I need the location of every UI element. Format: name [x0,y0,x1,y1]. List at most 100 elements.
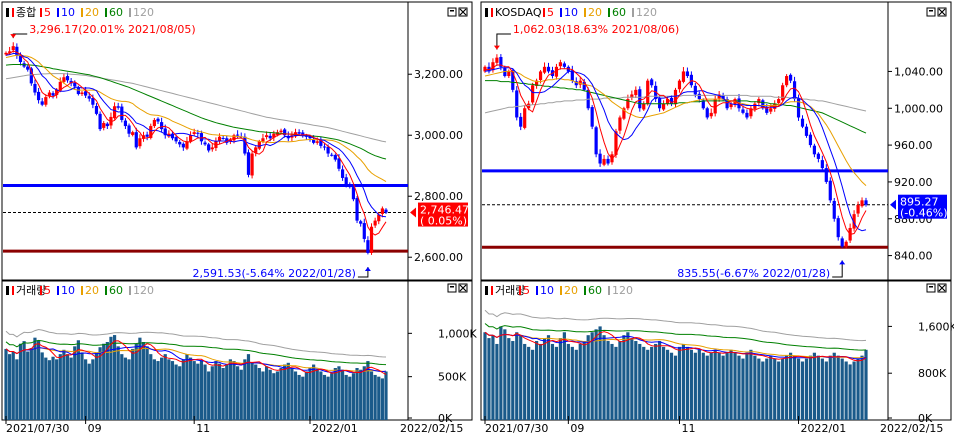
panel0-candle-body-38 [141,135,146,139]
panel0-volume-bar-63 [232,361,236,420]
panel0-volume-bar-34 [127,359,131,420]
panel0-vol-legend-label-1: 5 [44,284,51,297]
panel1-volume-bar-50 [681,343,686,420]
panel0-volume-bar-78 [286,362,290,420]
panel0-candle-body-42 [156,118,160,122]
panel1-candle-body-66 [745,112,749,118]
panel1-candle-body-72 [769,108,773,112]
panel1-legend-swatch-1 [543,8,545,17]
panel1-candle-body-70 [761,100,765,109]
panel0-candle-body-37 [138,138,142,147]
panel1-vol-ytick-label-0: 1,600K [918,320,954,333]
panel0-price-maximize-icon-glyph [450,10,454,12]
panel0-candle-body-93 [340,169,345,178]
panel1-candle-body-52 [689,74,693,86]
panel0-candle-body-43 [160,122,164,130]
panel1-legend-swatch-2 [560,8,562,17]
panel0-price-maximize-icon[interactable] [447,7,457,17]
panel0-ma5-line [5,50,387,236]
panel0-candle-body-73 [268,135,272,139]
panel0-current-price-box [418,202,468,227]
panel0-volume-bar-73 [268,369,272,420]
panel0-candle-body-92 [337,158,341,169]
panel1-candle-body-86 [824,168,828,182]
panel1-candle-body-12 [531,85,535,103]
panel0-candle-body-51 [188,135,193,142]
panel1-volume-bar-36 [626,332,630,420]
panel0-ma60-line [5,64,387,160]
panel0-candle-body-48 [178,141,182,145]
panel0-volume-bar-37 [138,337,142,420]
panel0-candle-body-50 [185,141,189,149]
panel0-candle-body-66 [243,136,247,154]
panel0-candle-body-32 [120,106,124,120]
panel1-candle-body-31 [606,158,610,164]
panel0-candle-body-56 [207,144,211,151]
panel1-volume-bar-70 [761,361,765,420]
panel0-candle-body-97 [355,198,359,221]
panel1-xtick-label-3: 2022/01 [801,422,847,435]
panel0-candle-body-81 [297,132,301,134]
panel0-volume-bar-80 [293,371,298,420]
panel1-price-maximize-icon[interactable] [926,7,936,17]
panel0-candle-body-14 [55,89,59,95]
panel0-volume-bar-17 [65,354,70,420]
panel1-volume-bar-46 [665,349,670,420]
panel1-candle-body-6 [507,71,511,77]
panel0-candle-body-19 [73,82,77,87]
panel0-vol-legend-swatch-2 [57,286,59,295]
panel1-volume-bar-67 [749,349,753,420]
panel0-volume-bar-89 [326,376,330,420]
panel1-legend-label-3: 20 [588,6,602,19]
panel1-candle-body-4 [499,57,503,67]
panel0-volume-bar-87 [319,371,323,420]
panel1-candle-body-14 [538,71,543,81]
panel1-volume-bar-40 [642,346,646,420]
panel1-volume-bar-63 [733,352,737,420]
panel0-volume-maximize-icon[interactable] [447,283,457,293]
panel0-candle-body-33 [123,120,128,127]
panel1-candle-body-60 [721,95,725,100]
panel1-volume-bar-23 [574,349,578,420]
panel0-candle-body-15 [58,81,62,91]
panel1-volume-bar-94 [856,358,860,420]
panel0-low-arrow [364,266,371,271]
panel1-current-price-value: 895.27 [900,196,939,209]
panel1-xtick-label-1: 09 [570,422,584,435]
panel1-candle-body-24 [578,80,582,85]
panel0-legend-label-0: 종합 [16,6,36,19]
panel1-candle-body-67 [749,108,753,117]
panel1-vol-legend-swatch-1 [519,286,521,295]
panel1-volume-maximize-icon[interactable] [926,283,936,293]
panel0-candle-body-10 [40,101,44,105]
panel1-candle-body-69 [757,99,761,104]
panel0-vol-legend-label-5: 120 [133,284,154,297]
panel1-volume-bar-53 [693,352,697,420]
panel1-volume-bar-18 [554,346,559,420]
panel1-volume-bar-0 [483,332,487,420]
panel0-ytick-label-2: 2,800.00 [414,190,463,203]
panel1-ytick-label-0: 1,040.00 [894,65,943,78]
panel0-volume-bar-104 [380,378,384,420]
panel0-legend-label-2: 10 [61,6,75,19]
panel1-volume-bar-56 [705,355,709,420]
panel0-volume-bar-33 [123,357,128,420]
panel0-candle-body-36 [134,132,138,148]
panel0-volume-bar-5 [22,341,26,420]
panel1-candle-body-56 [705,108,709,118]
panel1-volume-bar-55 [701,352,705,420]
panel0-volume-bar-4 [18,343,23,420]
panel0-volume-bar-81 [297,374,301,420]
panel1-volume-bar-33 [614,346,618,420]
panel1-candle-body-37 [630,94,634,98]
panel1-volume-bar-6 [507,338,511,420]
panel1-volume-bar-14 [538,343,543,420]
panel1-candle-body-82 [808,134,813,146]
panel0-volume-bars [4,335,388,420]
panel1-candle-body-28 [594,127,598,155]
panel1-vol-legend-label-0: 거래량 [495,284,525,297]
panel0-volume-bar-18 [69,357,73,420]
panel1-candle-body-50 [681,71,686,82]
panel1-candle-body-34 [618,117,622,131]
panel0-vol-ytick-label-1: 500K [438,371,467,384]
